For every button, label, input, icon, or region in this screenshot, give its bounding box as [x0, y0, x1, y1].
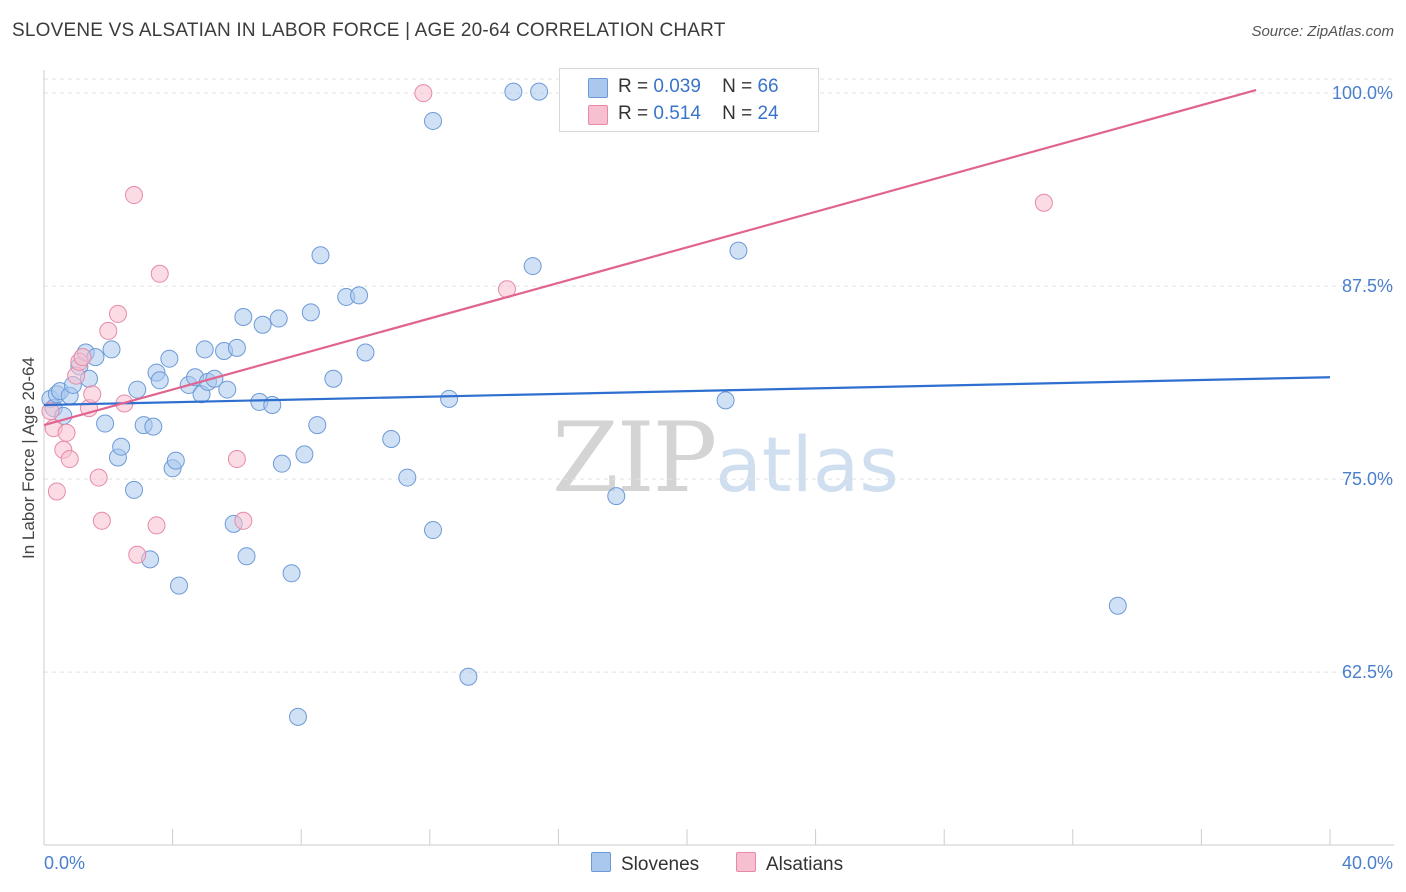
legend-r-value: 0.514	[653, 103, 701, 124]
data-point-slovenes	[253, 315, 272, 334]
data-point-alsatians	[125, 186, 144, 205]
data-point-slovenes	[234, 308, 253, 327]
legend-swatch-slovenes	[588, 78, 608, 98]
bottom-legend-swatch-slovenes	[591, 852, 611, 872]
data-point-slovenes	[301, 303, 320, 322]
y-tick-label: 75.0%	[1342, 469, 1393, 489]
data-point-slovenes	[166, 451, 185, 470]
y-tick-label: 100.0%	[1332, 83, 1393, 103]
legend-r-label: R =	[618, 103, 649, 124]
data-point-alsatians	[41, 402, 60, 421]
data-point-alsatians	[92, 511, 111, 530]
data-point-alsatians	[414, 84, 433, 103]
legend-n-label: N =	[722, 103, 753, 124]
legend-swatch-alsatians	[588, 105, 608, 125]
trend-lines	[43, 89, 1331, 427]
data-point-slovenes	[398, 468, 417, 487]
data-point-alsatians	[60, 450, 79, 469]
data-point-alsatians	[1034, 193, 1053, 212]
data-point-slovenes	[607, 487, 626, 506]
data-point-slovenes	[170, 576, 189, 595]
data-point-alsatians	[47, 482, 66, 501]
bottom-legend-swatch-alsatians	[736, 852, 756, 872]
data-point-slovenes	[144, 417, 163, 436]
data-point-slovenes	[523, 257, 542, 276]
legend-r-label: R =	[618, 76, 649, 97]
data-point-slovenes	[96, 414, 115, 433]
data-point-slovenes	[424, 111, 443, 130]
data-point-slovenes	[237, 547, 256, 566]
axes	[43, 70, 1394, 846]
data-point-slovenes	[729, 241, 748, 260]
data-point-slovenes	[459, 667, 478, 686]
x-tick-label: 0.0%	[44, 853, 85, 873]
legend-r-value: 0.039	[653, 76, 701, 97]
data-point-slovenes	[530, 82, 549, 101]
data-point-alsatians	[128, 545, 147, 564]
data-point-alsatians	[73, 348, 92, 367]
watermark-zip: ZIP	[552, 402, 717, 514]
data-point-slovenes	[356, 343, 375, 362]
data-point-alsatians	[227, 450, 246, 469]
chart-title: SLOVENE VS ALSATIAN IN LABOR FORCE | AGE…	[12, 20, 726, 41]
data-point-slovenes	[269, 309, 288, 328]
data-point-alsatians	[108, 304, 127, 323]
data-point-slovenes	[424, 521, 443, 540]
data-point-slovenes	[311, 246, 330, 265]
data-point-slovenes	[295, 445, 314, 464]
data-point-slovenes	[272, 454, 291, 473]
y-tick-label: 62.5%	[1342, 662, 1393, 682]
legend: R = 0.039 N = 66 R = 0.514 N = 24	[559, 68, 819, 132]
data-point-slovenes	[102, 340, 121, 359]
data-points	[41, 82, 1127, 726]
watermark-atlas: atlas	[715, 420, 899, 509]
grid-lines	[44, 78, 1394, 673]
legend-n-value: 66	[757, 76, 779, 97]
y-tick-labels: 62.5% 75.0% 87.5% 100.0%	[1332, 83, 1393, 682]
x-tick-labels: 0.0% 40.0%	[44, 853, 1393, 873]
data-point-slovenes	[150, 371, 169, 390]
data-point-slovenes	[218, 380, 237, 399]
data-point-slovenes	[440, 389, 459, 408]
data-point-slovenes	[227, 338, 246, 357]
data-point-slovenes	[195, 340, 214, 359]
data-point-alsatians	[83, 385, 102, 404]
data-point-slovenes	[282, 564, 301, 583]
y-axis-label: In Labor Force | Age 20-64	[19, 357, 38, 559]
legend-n-label: N =	[722, 76, 753, 97]
data-point-slovenes	[324, 369, 343, 388]
bottom-legend-alsatians: Alsatians	[736, 852, 843, 876]
bottom-legend-label-alsatians: Alsatians	[766, 854, 844, 875]
watermark: ZIPatlas	[552, 402, 899, 514]
data-point-alsatians	[234, 511, 253, 530]
data-point-slovenes	[716, 391, 735, 410]
data-point-alsatians	[147, 516, 166, 535]
data-point-slovenes	[308, 416, 327, 435]
data-point-slovenes	[382, 429, 401, 448]
data-point-slovenes	[504, 82, 523, 101]
data-point-alsatians	[99, 321, 118, 340]
data-point-alsatians	[89, 468, 108, 487]
x-tick-label: 40.0%	[1342, 853, 1393, 873]
data-point-alsatians	[57, 423, 76, 442]
bottom-legend-slovenes: Slovenes	[591, 852, 699, 876]
data-point-slovenes	[350, 286, 369, 305]
data-point-slovenes	[128, 380, 147, 399]
legend-n-value: 24	[757, 103, 779, 124]
bottom-legend-label-slovenes: Slovenes	[621, 854, 700, 875]
trend-line-alsatians	[43, 89, 1257, 427]
data-point-alsatians	[150, 264, 169, 283]
data-point-slovenes	[112, 437, 131, 456]
data-point-slovenes	[288, 707, 307, 726]
data-point-slovenes	[160, 349, 179, 368]
y-tick-label: 87.5%	[1342, 276, 1393, 296]
data-point-slovenes	[1108, 596, 1127, 615]
source-credit: Source: ZipAtlas.com	[1251, 23, 1394, 40]
trend-line-slovenes	[43, 376, 1331, 407]
data-point-slovenes	[125, 480, 144, 499]
